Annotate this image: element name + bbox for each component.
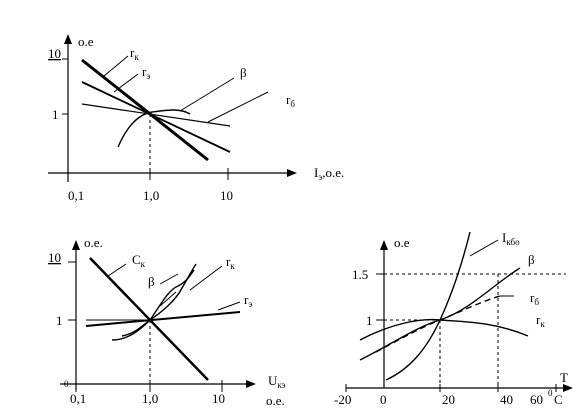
bl-x-tick-label-0.1: 0,1 <box>70 391 86 406</box>
bl-leader-rk <box>189 265 223 291</box>
bl-x-axis-label: Uкэ <box>268 373 286 390</box>
top-x-tick-label-10: 10 <box>220 188 233 203</box>
br-x-degree: 0 <box>548 388 553 398</box>
top-label-re: rэ <box>142 64 150 81</box>
bl-curve-re <box>85 311 241 327</box>
br-label-ikbo: Iкбо <box>502 230 520 247</box>
bl-leader-re <box>217 301 241 311</box>
br-y-arrow <box>380 240 388 250</box>
br-y-tick-label-1: 1 <box>366 313 373 328</box>
panel-top: o.e 10 1 0,1 1,0 10 Iэ,o.e. rк rэ β rб <box>48 34 344 203</box>
bl-y-axis-label: o.e. <box>84 235 103 250</box>
br-x-tick-label-60: 60 <box>530 392 543 407</box>
bl-x-tick-label-1.0: 1,0 <box>142 391 158 406</box>
top-label-rb: rб <box>286 92 295 109</box>
bl-x-axis-units: o.e. <box>266 393 285 408</box>
bl-label-beta: β <box>148 274 155 289</box>
top-x-arrow <box>287 169 297 177</box>
top-leader-beta <box>179 77 235 112</box>
bl-y-tick-label-1: 1 <box>56 313 63 328</box>
top-y-axis-label: o.e <box>78 34 94 49</box>
br-x-tick-label-0: 0 <box>380 392 387 407</box>
br-x-tick-label-40: 40 <box>500 392 513 407</box>
br-curve-rk <box>359 318 529 341</box>
panel-bottom-right: o.e 1.5 1 -20 0 20 40 60 0 C T Iкбо β rб <box>334 230 573 407</box>
br-y-axis-label: o.e <box>394 235 410 250</box>
top-label-beta: β <box>240 65 247 80</box>
bl-y-arrow <box>72 240 80 250</box>
bl-leader-ck <box>107 263 127 277</box>
br-x-arrow <box>563 384 573 392</box>
top-curve-rb <box>81 103 231 127</box>
br-x-units: C <box>554 392 563 407</box>
br-x-tick-label-20: 20 <box>442 392 455 407</box>
bl-leader-beta-top <box>159 273 179 285</box>
br-x-tick-label-minus20: -20 <box>334 392 351 407</box>
bl-y-tick-label-10: 10 <box>48 250 61 265</box>
top-x-tick-label-0.1: 0,1 <box>68 188 84 203</box>
bl-y-tick-label-0: 0 <box>64 379 69 389</box>
top-leader-re <box>113 73 139 93</box>
top-label-rk: rк <box>130 45 139 62</box>
br-label-beta: β <box>528 252 535 267</box>
br-y-tick-label-1.5: 1.5 <box>352 267 368 282</box>
top-y-arrow <box>64 34 72 44</box>
bl-x-arrow <box>246 380 256 388</box>
br-curve-ikbo <box>385 231 471 381</box>
br-x-axis-label: T <box>560 370 568 385</box>
top-y-tick-label-1: 1 <box>52 107 59 122</box>
top-leader-rk <box>103 55 129 77</box>
top-leader-rb <box>207 91 269 123</box>
bl-label-ck: Cк <box>132 252 146 269</box>
panel-bottom-left: o.e. 10 1 0 0,1 1,0 10 Uкэ o.e. Cк β rк … <box>48 235 286 408</box>
bl-label-re: rэ <box>244 292 252 309</box>
top-curve-rk <box>81 58 209 162</box>
top-x-tick-label-1.0: 1,0 <box>143 188 159 203</box>
bl-label-rk: rк <box>226 254 235 271</box>
br-label-rb: rб <box>530 290 539 307</box>
br-label-rk: rк <box>536 312 545 329</box>
top-y-tick-label-10: 10 <box>48 46 61 61</box>
bl-curve-ck <box>89 257 209 381</box>
bl-leader-beta-bottom <box>159 291 177 307</box>
top-curve-re <box>81 81 231 153</box>
bl-x-tick-label-10: 10 <box>212 391 225 406</box>
top-x-axis-label: Iэ,o.e. <box>314 165 344 182</box>
bl-curve-rk <box>121 263 197 337</box>
br-leader-ikbo <box>469 239 499 257</box>
